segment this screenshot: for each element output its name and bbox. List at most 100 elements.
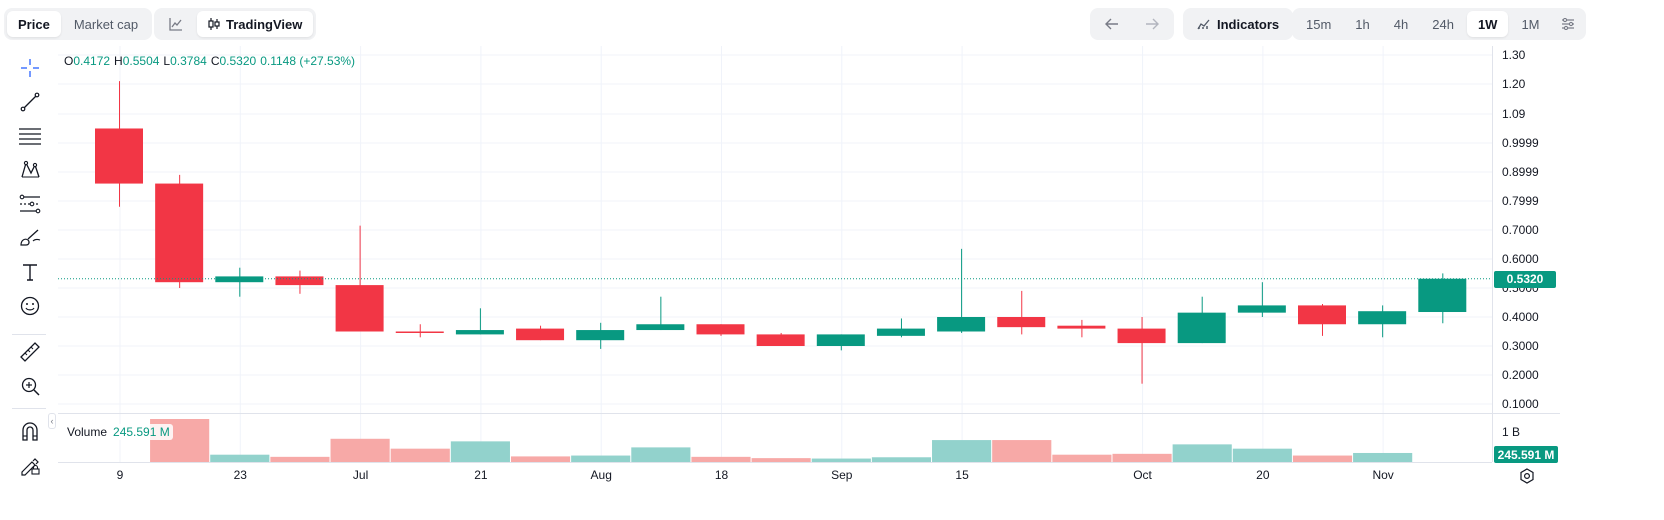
y-tick-label: 0.6000	[1502, 252, 1539, 266]
horizontal-lines-tool[interactable]	[10, 120, 50, 152]
indicators-button[interactable]: Indicators	[1186, 11, 1290, 37]
tab-market-cap[interactable]: Market cap	[73, 16, 139, 32]
volume-bar	[691, 456, 751, 462]
toolbar-divider	[12, 408, 46, 409]
tradingview-button[interactable]: TradingView	[197, 11, 314, 37]
last-price-tag: 0.5320	[1494, 270, 1556, 288]
lock-drawings-tool[interactable]	[10, 449, 50, 481]
magnet-icon	[22, 422, 38, 441]
candle-body	[275, 276, 324, 286]
undo-button[interactable]	[1093, 11, 1131, 37]
interval-1w[interactable]: 1W	[1466, 11, 1509, 37]
candle-body	[516, 328, 565, 341]
lock-pencil-icon	[21, 458, 40, 476]
horizontal-lines-icon	[19, 128, 41, 145]
volume-legend: Volume 245.591 M	[64, 424, 173, 440]
volume-bar	[1172, 444, 1232, 462]
axis-settings-button[interactable]	[1516, 465, 1538, 487]
brush-icon	[20, 229, 41, 246]
volume-bar	[631, 447, 691, 462]
candle-body	[1117, 328, 1166, 344]
line-chart-button[interactable]	[157, 11, 195, 37]
y-tick-label: 1.09	[1502, 107, 1526, 121]
candle-body	[395, 331, 444, 333]
y-tick-label: 0.4000	[1502, 310, 1539, 324]
crosshair-tool[interactable]	[10, 52, 50, 84]
low-label: L	[163, 54, 171, 68]
volume-bar	[571, 455, 631, 462]
volume-bar	[751, 458, 811, 462]
magnet-tool[interactable]	[10, 415, 50, 447]
tradingview-label: TradingView	[226, 16, 303, 32]
redo-button[interactable]	[1133, 11, 1171, 37]
low-value: 0.3784	[170, 54, 207, 68]
pattern-tool[interactable]	[10, 154, 50, 186]
candle-body	[1237, 305, 1286, 313]
volume-bar	[1052, 454, 1112, 462]
y-tick-label: 0.8999	[1502, 165, 1539, 179]
brush-tool[interactable]	[10, 222, 50, 254]
volume-bar	[210, 454, 270, 462]
x-tick-label: 21	[474, 468, 488, 482]
candle-body	[756, 334, 805, 346]
y-tick-label: 0.1000	[1502, 397, 1539, 411]
candle-body	[1057, 325, 1106, 329]
y-tick-label: 1.20	[1502, 77, 1526, 91]
fib-tool[interactable]	[10, 188, 50, 220]
candle-body	[95, 128, 143, 184]
interval-selector: 15m 1h 4h 24h 1W 1M	[1292, 8, 1586, 40]
text-tool[interactable]	[10, 256, 50, 288]
interval-15m[interactable]: 15m	[1306, 16, 1332, 32]
volume-tag: 245.591 M	[1494, 446, 1558, 463]
emoji-icon	[20, 296, 40, 316]
x-tick-label: Oct	[1133, 468, 1152, 482]
x-tick-label: Jul	[353, 468, 368, 482]
candle-body	[1418, 278, 1467, 313]
chart-settings-button[interactable]	[1553, 11, 1583, 37]
candle-body	[155, 183, 204, 283]
gear-icon	[1520, 468, 1534, 484]
zoom-in-tool[interactable]	[10, 370, 50, 402]
tab-price[interactable]: Price	[7, 11, 61, 37]
y-tick-label: 1.30	[1502, 48, 1526, 62]
interval-4h[interactable]: 4h	[1393, 16, 1409, 32]
zoom-in-icon	[21, 377, 40, 396]
interval-1m[interactable]: 1M	[1521, 16, 1540, 32]
volume-label: Volume	[67, 425, 108, 439]
volume-bar	[510, 456, 571, 462]
trend-line-icon	[20, 92, 40, 112]
arrow-right-icon	[1146, 18, 1159, 30]
candle-body	[636, 324, 685, 331]
open-value: 0.4172	[73, 54, 111, 68]
x-tick-label: 20	[1256, 468, 1270, 482]
interval-24h[interactable]: 24h	[1432, 16, 1454, 32]
crosshair-icon	[21, 59, 39, 77]
ohlc-legend: O 0.4172 H 0.5504 L 0.3784 C 0.5320 0.11…	[64, 54, 359, 68]
trend-line-tool[interactable]	[10, 86, 50, 118]
ruler-tool[interactable]	[10, 336, 50, 368]
y-tick-label: 0.2000	[1502, 368, 1539, 382]
volume-bar	[871, 457, 932, 462]
pattern-icon	[21, 160, 40, 178]
drawing-toolbar	[10, 52, 50, 512]
x-tick-label: 18	[715, 468, 729, 482]
candle-body	[997, 317, 1046, 328]
y-tick-label: 0.3000	[1502, 339, 1539, 353]
x-tick-label: Aug	[591, 468, 612, 482]
volume-bar	[1112, 453, 1172, 462]
volume-bar	[992, 440, 1052, 462]
candle-body	[1298, 305, 1346, 325]
volume-bar	[811, 458, 871, 462]
volume-bar	[450, 441, 510, 462]
open-label: O	[64, 54, 74, 68]
emoji-tool[interactable]	[10, 290, 50, 322]
close-value: 0.5320	[219, 54, 257, 68]
volume-bar	[390, 448, 450, 462]
collapse-pane-button[interactable]: ‹	[48, 413, 56, 429]
candle-body	[696, 324, 745, 335]
interval-1h[interactable]: 1h	[1355, 16, 1370, 32]
change-value: 0.1148 (+27.53%)	[260, 54, 356, 68]
volume-bar	[270, 456, 330, 462]
